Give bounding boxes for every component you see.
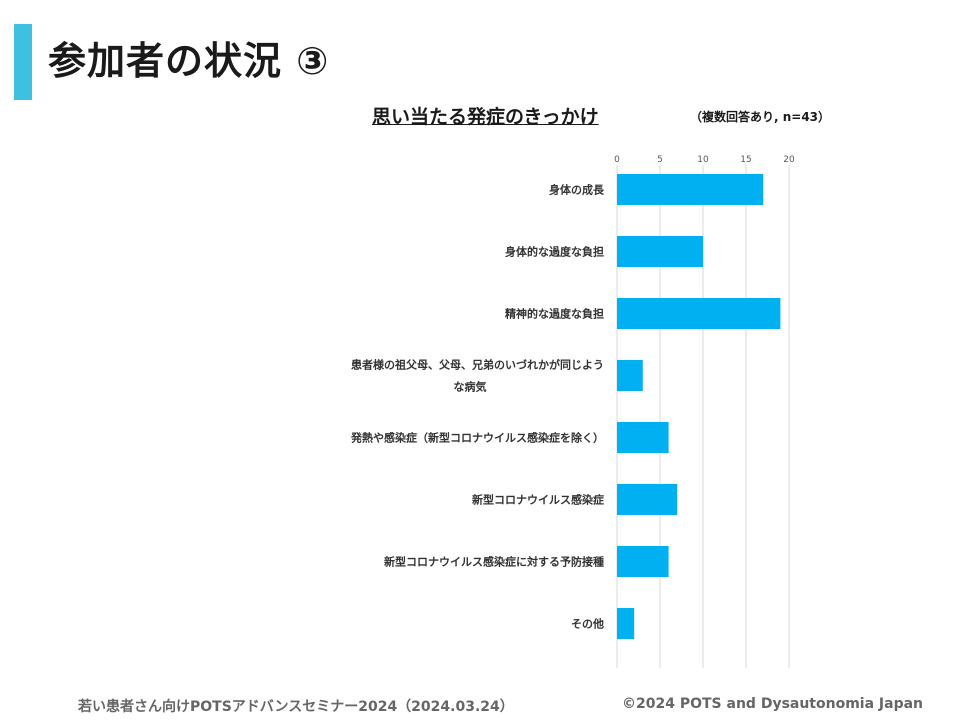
bar bbox=[617, 608, 635, 639]
footer-copyright: ©2024 POTS and Dysautonomia Japan bbox=[622, 696, 924, 712]
chart-title: 思い当たる発症のきっかけ bbox=[372, 106, 599, 128]
bar bbox=[617, 236, 703, 267]
bar bbox=[617, 360, 643, 391]
title-accent-bar bbox=[14, 24, 32, 100]
bar bbox=[617, 484, 678, 515]
bar bbox=[617, 298, 781, 329]
slide-title: 参加者の状況 ③ bbox=[48, 39, 330, 83]
bar bbox=[617, 422, 669, 453]
category-label: 患者様の祖父母、父母、兄弟のいづれかが同じよう bbox=[351, 358, 604, 372]
category-label: 新型コロナウイルス感染症に対する予防接種 bbox=[384, 555, 604, 569]
category-label: 新型コロナウイルス感染症 bbox=[472, 493, 604, 507]
category-label: 精神的な過度な負担 bbox=[505, 307, 604, 321]
category-label: その他 bbox=[571, 617, 604, 631]
bar-chart: 0 5 10 15 20 身体の成長身体的な過度な負担精神的な過度な負担患者様の祖父母、父… bbox=[350, 155, 795, 668]
x-tick-label: 15 bbox=[740, 155, 751, 165]
category-label: 身体の成長 bbox=[549, 183, 605, 197]
x-tick-label: 5 bbox=[657, 155, 663, 165]
x-tick-label: 0 bbox=[614, 155, 620, 165]
footer-seminar-name: 若い患者さん向けPOTSアドバンスセミナー2024（2024.03.24） bbox=[78, 699, 514, 715]
category-label: 身体的な過度な負担 bbox=[505, 245, 604, 259]
chart-subtitle: （複数回答あり, n=43） bbox=[690, 110, 831, 124]
category-label: 発熱や感染症（新型コロナウイルス感染症を除く） bbox=[350, 431, 604, 445]
x-tick-label: 10 bbox=[697, 155, 709, 165]
bar bbox=[617, 174, 764, 205]
category-label: な病気 bbox=[454, 380, 487, 394]
bar bbox=[617, 546, 669, 577]
x-tick-label: 20 bbox=[783, 155, 795, 165]
